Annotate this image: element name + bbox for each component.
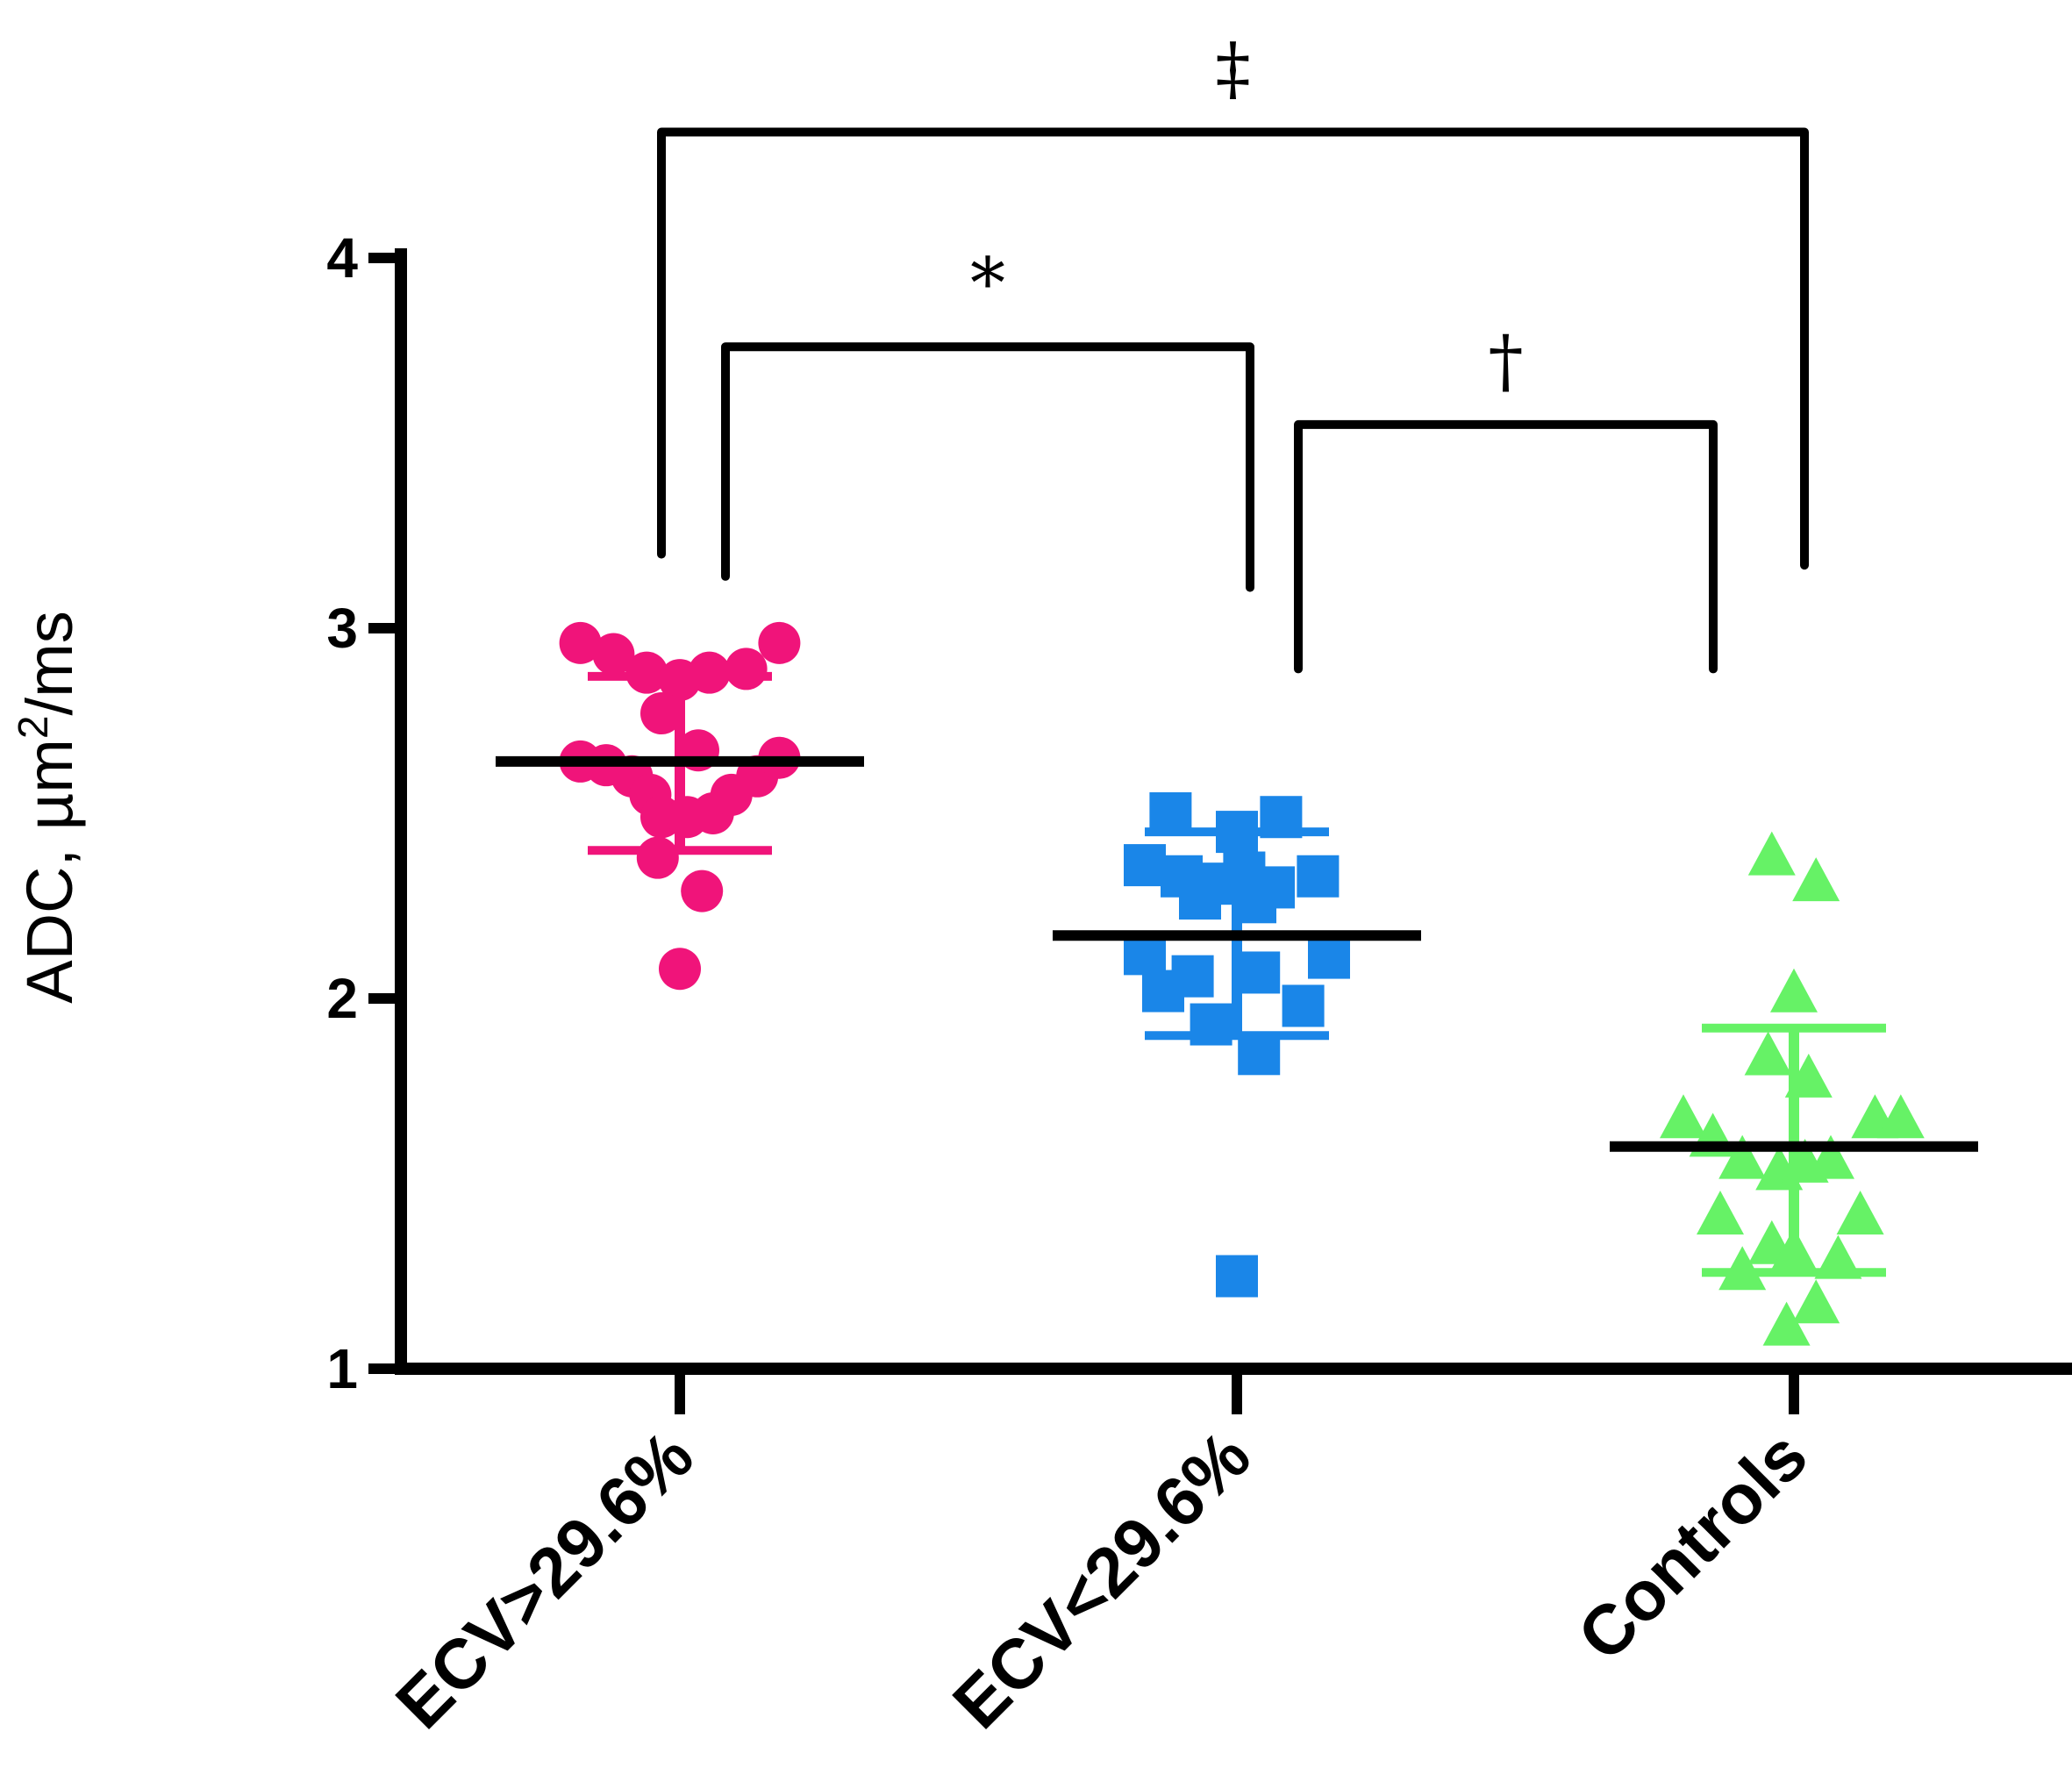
data-point-square bbox=[1142, 970, 1184, 1013]
y-tick-label: 4 bbox=[326, 226, 358, 290]
data-point-triangle bbox=[1744, 1031, 1792, 1076]
data-point-circle bbox=[592, 633, 635, 676]
data-point-square bbox=[1216, 1255, 1258, 1298]
x-category-label: ECV<29.6% bbox=[938, 1416, 1265, 1743]
data-point-circle bbox=[681, 869, 724, 912]
y-tick-label: 3 bbox=[326, 597, 358, 660]
data-point-circle bbox=[659, 948, 701, 991]
data-point-circle bbox=[559, 621, 602, 664]
data-point-square bbox=[1179, 877, 1221, 920]
data-point-triangle bbox=[1660, 1094, 1707, 1139]
data-point-triangle bbox=[1718, 1134, 1767, 1179]
data-point-triangle bbox=[1792, 1279, 1840, 1324]
significance-bracket bbox=[657, 127, 1809, 570]
x-category-label: ECV>29.6% bbox=[381, 1416, 708, 1743]
data-point-square bbox=[1124, 844, 1166, 887]
data-point-triangle bbox=[1792, 857, 1840, 902]
data-point-square bbox=[1308, 936, 1350, 979]
mean-lines bbox=[496, 755, 1978, 1152]
data-point-square bbox=[1297, 855, 1340, 898]
y-tick-label: 2 bbox=[326, 967, 358, 1030]
data-point-triangle bbox=[1814, 1234, 1862, 1279]
significance-brackets: * † ‡ bbox=[657, 28, 1809, 674]
significance-bracket bbox=[1294, 419, 1718, 674]
y-axis-title-main: ADC, µm bbox=[13, 739, 86, 1004]
data-point-square bbox=[1282, 984, 1325, 1027]
y-axis-title-suffix: /ms bbox=[13, 611, 86, 715]
data-point-triangle bbox=[1747, 831, 1796, 876]
data-point-triangle bbox=[1770, 968, 1818, 1013]
significance-label: ‡ bbox=[1216, 28, 1251, 110]
data-point-triangle bbox=[1762, 1301, 1811, 1346]
data-point-triangle bbox=[1807, 1134, 1854, 1179]
data-point-square bbox=[1238, 1033, 1281, 1076]
significance-label: † bbox=[1489, 320, 1524, 402]
significance-label: * bbox=[970, 242, 1005, 324]
data-point-circle bbox=[725, 648, 768, 691]
sd-error-bars bbox=[588, 671, 1886, 1277]
data-point-triangle bbox=[1697, 1190, 1744, 1234]
data-point-triangle bbox=[1836, 1190, 1884, 1234]
x-ticks: ECV>29.6% ECV<29.6% Controls bbox=[381, 1369, 1822, 1743]
y-axis-title: ADC, µm2/ms bbox=[11, 611, 86, 1004]
y-axis-title-superscript: 2 bbox=[11, 715, 57, 739]
y-tick-label: 1 bbox=[326, 1337, 358, 1400]
data-point-circle bbox=[758, 621, 801, 664]
data-point-square bbox=[1149, 792, 1192, 834]
significance-bracket bbox=[721, 342, 1254, 592]
data-point-circle bbox=[636, 836, 679, 879]
y-ticks: 1 2 3 4 bbox=[326, 226, 401, 1400]
data-point-circle bbox=[640, 692, 682, 735]
x-category-label: Controls bbox=[1563, 1416, 1822, 1675]
data-point-square bbox=[1238, 951, 1281, 994]
data-point-triangle bbox=[1876, 1094, 1925, 1139]
